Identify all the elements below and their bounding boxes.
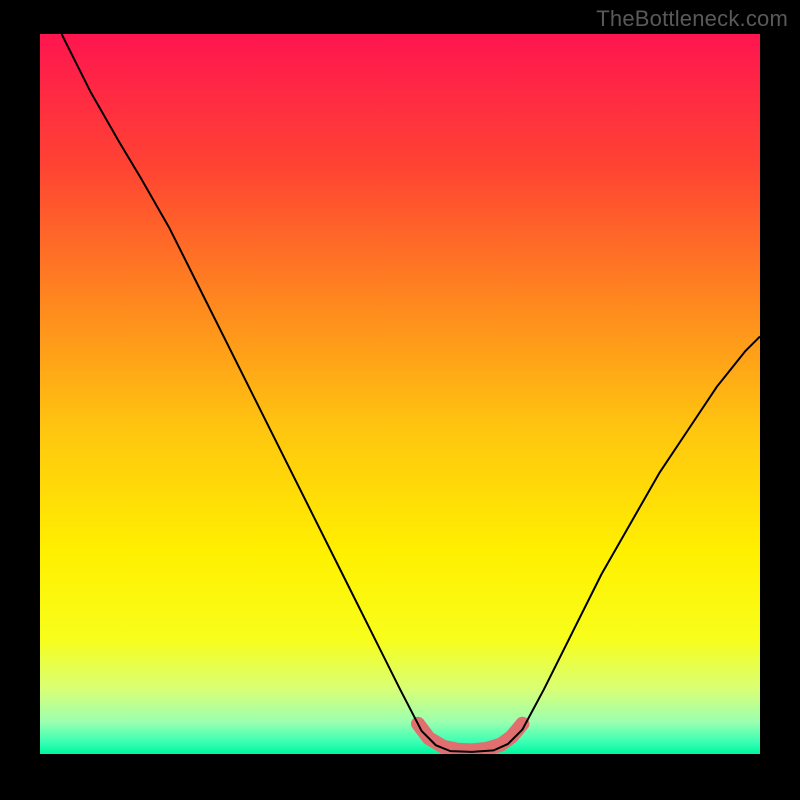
- bottleneck-chart: [40, 34, 760, 754]
- watermark-text: TheBottleneck.com: [596, 6, 788, 32]
- gradient-background: [40, 34, 760, 754]
- chart-container: TheBottleneck.com: [0, 0, 800, 800]
